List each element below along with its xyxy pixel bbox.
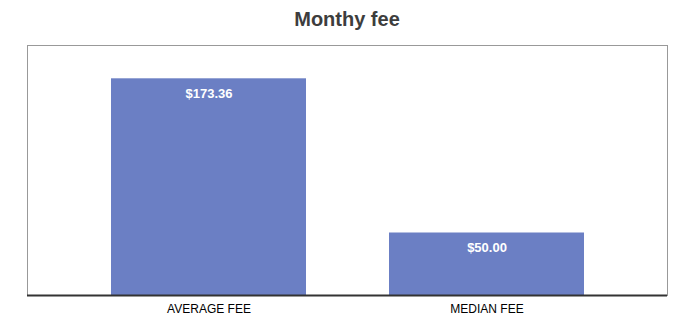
svg-text:AVERAGE FEE: AVERAGE FEE <box>167 302 251 316</box>
svg-text:MEDIAN FEE: MEDIAN FEE <box>450 302 523 316</box>
svg-text:$173.36: $173.36 <box>186 86 233 101</box>
svg-text:$50.00: $50.00 <box>467 240 507 255</box>
html-text:Monthy fee: Monthy fee <box>294 8 400 30</box>
